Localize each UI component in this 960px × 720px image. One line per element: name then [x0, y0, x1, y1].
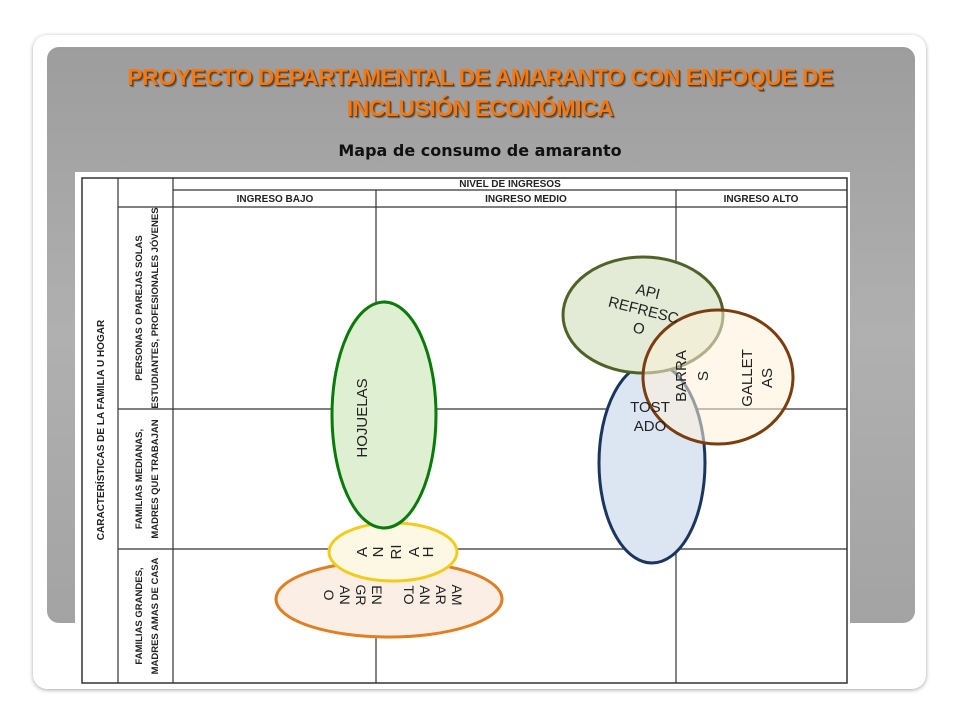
galletas-label-line: AS	[759, 368, 776, 388]
harina-label-line: RI	[388, 545, 405, 560]
tostado-label-line: ADO	[634, 418, 667, 435]
hojuelas-label: HOJUELAS	[354, 378, 371, 457]
slide-title-line1: PROYECTO DEPARTAMENTAL DE AMARANTO CON E…	[127, 64, 833, 90]
table-border	[81, 177, 848, 684]
column-header-low: INGRESO BAJO	[237, 194, 314, 205]
harina-label-line: H	[420, 547, 437, 558]
row-label-medium-families-line1: FAMILIAS MEDIANAS,	[134, 429, 145, 529]
amaranto-grano-label: AM AR AN TO EN GR AN O	[321, 585, 465, 606]
harina-label-line: N	[370, 547, 387, 558]
galletas-label: GALLET AS	[739, 349, 776, 407]
slide-subtitle: Mapa de consumo de amaranto	[338, 141, 622, 160]
galletas-label-line: GALLET	[739, 349, 756, 407]
tostado-label-line: TOST	[630, 399, 670, 416]
column-header-medium: INGRESO MEDIO	[485, 194, 567, 205]
tostado-label: TOST ADO	[630, 399, 670, 435]
column-header-high: INGRESO ALTO	[724, 194, 799, 205]
amaranto-grano-label-line: O	[321, 590, 337, 601]
amaranto-grano-label-line: TO	[401, 585, 417, 604]
harina-label-line: A	[406, 547, 423, 557]
amaranto-grano-label-line: EN	[369, 585, 385, 604]
amaranto-grano-label-line: AN	[337, 585, 353, 604]
harina-label-line: A	[354, 547, 371, 557]
barras-label-line: S	[695, 371, 712, 381]
amaranto-grano-label-line: GR	[353, 585, 369, 606]
barras-label: BARRA S	[673, 350, 712, 402]
row-label-singles-line2: ESTUDIANTES, PROFESIONALES JÓVENES	[149, 207, 161, 408]
amaranto-grano-label-line: AN	[417, 585, 433, 604]
amaranto-grano-label-line: AR	[433, 585, 449, 604]
barras-label-line: BARRA	[673, 350, 690, 402]
amaranto-grano-label-line: AM	[449, 585, 465, 606]
row-header-family-characteristics: CARACTERÍSTICAS DE LA FAMILIA U HOGAR	[94, 319, 107, 540]
row-label-medium-families-line2: MADRES QUE TRABAJAN	[150, 419, 161, 538]
hojuelas-ellipse	[330, 300, 438, 530]
api-refresco-label-line: API	[634, 281, 662, 303]
row-label-singles-line1: PERSONAS O PAREJAS SOLAS	[134, 235, 145, 381]
slide-title: PROYECTO DEPARTAMENTAL DE AMARANTO CON E…	[60, 62, 900, 124]
row-label-large-families-line2: MADRES AMAS DE CASA	[150, 557, 161, 674]
slide-title-line2: INCLUSIÓN ECONÓMICA	[346, 95, 614, 121]
row-label-large-families-line1: FAMILIAS GRANDES,	[134, 567, 145, 664]
header-income-level: NIVEL DE INGRESOS	[459, 179, 561, 190]
galletas-ellipse	[641, 308, 795, 446]
api-refresco-label-line: O	[631, 319, 646, 338]
